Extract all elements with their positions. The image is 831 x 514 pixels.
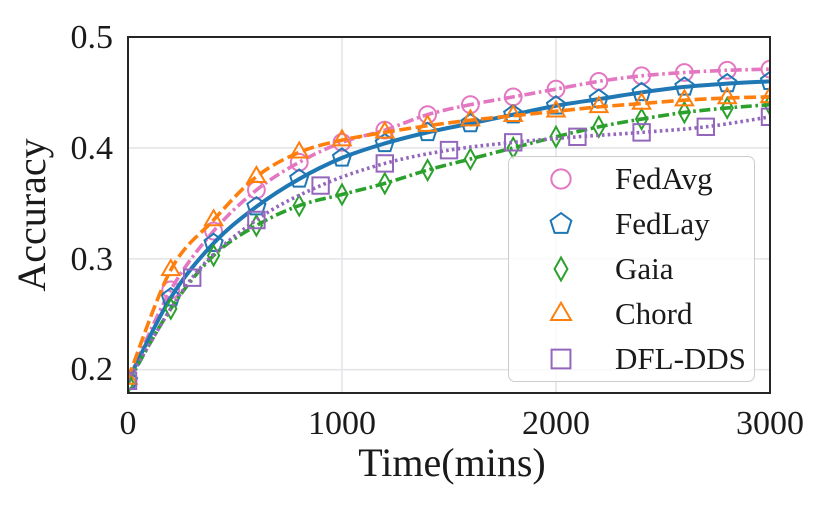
diamond-marker-icon — [553, 255, 569, 283]
legend-label: Chord — [615, 295, 693, 331]
legend-item-fedlay: FedLay — [509, 202, 754, 247]
legend-item-chord: Chord — [509, 291, 754, 336]
y-tick-0.2: 0.2 — [70, 351, 114, 388]
circle-marker-icon — [550, 168, 572, 191]
y-tick-0.4: 0.4 — [70, 130, 114, 167]
pentagon-marker-icon — [549, 212, 573, 235]
square-marker-icon — [550, 348, 572, 370]
legend: FedAvg FedLay Gaia Chord DFL-DDS — [508, 156, 755, 382]
triangle-marker-icon — [549, 300, 573, 321]
x-tick-1000: 1000 — [308, 405, 376, 442]
y-tick-0.5: 0.5 — [70, 19, 114, 56]
legend-label: DFL-DDS — [615, 340, 746, 376]
x-tick-0: 0 — [119, 405, 137, 442]
legend-label: Gaia — [615, 250, 674, 286]
legend-item-gaia: Gaia — [509, 247, 754, 292]
legend-label: FedAvg — [615, 161, 713, 197]
y-tick-0.3: 0.3 — [70, 241, 114, 278]
legend-label: FedLay — [615, 206, 710, 242]
legend-item-dfl-dds: DFL-DDS — [509, 336, 754, 381]
x-tick-2000: 2000 — [522, 405, 590, 442]
x-axis-label: Time(mins) — [358, 440, 546, 485]
legend-item-fedavg: FedAvg — [509, 157, 754, 202]
x-tick-3000: 3000 — [736, 405, 804, 442]
y-axis-label: Accuracy — [9, 138, 54, 292]
